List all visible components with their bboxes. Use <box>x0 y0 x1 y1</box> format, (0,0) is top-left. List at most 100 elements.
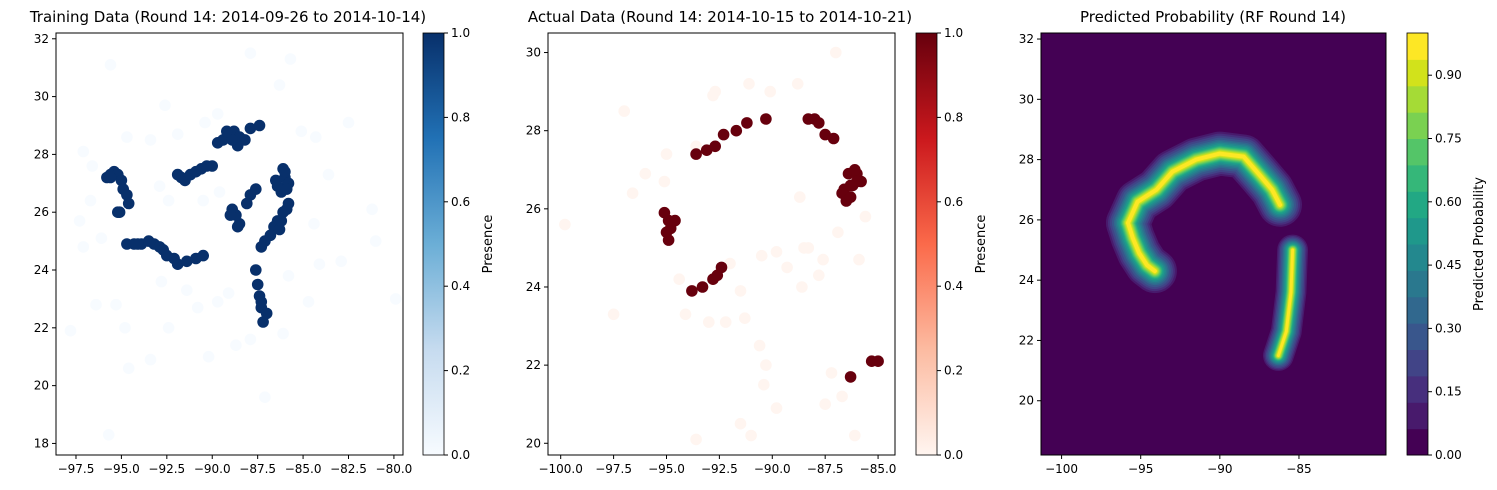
colorbar-ticks: 0.0 0.2 0.4 0.6 0.8 1.0 <box>937 26 963 462</box>
absence-point <box>171 128 184 140</box>
x-tick-label: −90 <box>1207 462 1232 476</box>
presence-point <box>121 189 133 201</box>
presence-point <box>760 113 772 125</box>
presence-point <box>844 179 857 192</box>
absence-point <box>690 433 702 446</box>
absence-point <box>796 281 808 293</box>
x-axis: −100.0 −97.5 −95.0 −92.5 −90.0 −87.5 −85.0 <box>538 455 896 476</box>
absence-point <box>90 298 102 311</box>
y-axis: 20 22 24 26 28 30 <box>526 46 548 450</box>
y-tick-label: 32 <box>34 32 49 46</box>
panel-predicted-probability: Predicted Probability (RF Round 14) −100… <box>1019 8 1487 476</box>
absence-point <box>322 168 335 181</box>
plot-frame <box>547 32 896 456</box>
presence-point <box>715 261 728 274</box>
presence-point <box>250 264 262 276</box>
colorbar <box>1406 32 1429 456</box>
absence-point <box>122 362 135 375</box>
colorbar-level <box>1407 244 1428 271</box>
x-tick-label: −92.5 <box>148 462 185 476</box>
presence-point <box>690 148 702 160</box>
absence-point <box>282 270 295 282</box>
presence-point <box>122 197 135 210</box>
colorbar-level <box>1407 191 1428 219</box>
y-tick-label: 30 <box>1019 92 1034 106</box>
absence-point <box>144 134 157 146</box>
scatter-points <box>559 46 884 446</box>
colorbar-level <box>1407 217 1428 245</box>
y-tick-label: 18 <box>34 436 49 450</box>
presence-point <box>827 132 840 145</box>
absence-point <box>758 378 770 391</box>
absence-point <box>197 194 209 207</box>
presence-point <box>730 124 743 137</box>
absence-point <box>313 258 326 271</box>
presence-point <box>231 220 244 233</box>
absence-point <box>244 333 257 346</box>
absence-point <box>73 215 86 227</box>
absence-point <box>639 167 652 180</box>
absence-point <box>259 391 271 404</box>
absence-point <box>389 293 402 305</box>
y-tick-label: 24 <box>34 263 49 277</box>
presence-point <box>277 206 289 218</box>
x-tick-label: −95 <box>1128 462 1153 476</box>
absence-point <box>832 226 844 239</box>
presence-point <box>255 241 268 253</box>
absence-point <box>849 429 861 442</box>
absence-point <box>760 359 772 371</box>
colorbar-tick-label: 0.8 <box>944 110 963 124</box>
absence-point <box>673 273 685 286</box>
x-tick-label: −80.0 <box>376 462 413 476</box>
colorbar-level <box>1407 138 1428 166</box>
absence-point <box>755 249 768 262</box>
presence-point <box>253 119 266 132</box>
panel-training-data: Training Data (Round 14: 2014-09-26 to 2… <box>29 8 496 476</box>
absence-point <box>222 287 235 299</box>
absence-point <box>230 339 242 352</box>
colorbar-level <box>1407 375 1428 403</box>
absence-point <box>743 78 755 90</box>
presence-point <box>132 238 144 250</box>
y-tick-label: 26 <box>526 202 541 216</box>
absence-point <box>719 316 732 328</box>
absence-point <box>770 402 783 414</box>
absence-point <box>703 316 715 328</box>
x-tick-label: −92.5 <box>701 462 738 476</box>
colorbar-level <box>1407 296 1428 324</box>
colorbar-level <box>1407 85 1428 113</box>
x-tick-label: −97.5 <box>58 462 95 476</box>
presence-point <box>844 191 857 203</box>
presence-point <box>168 252 180 265</box>
chart-title: Training Data (Round 14: 2014-09-26 to 2… <box>29 8 426 26</box>
absence-point <box>104 59 117 71</box>
y-tick-label: 32 <box>1019 32 1034 46</box>
probability-contour <box>1126 151 1282 225</box>
presence-point <box>662 234 675 246</box>
presence-point <box>696 281 709 293</box>
colorbar-tick-label: 0.00 <box>1435 448 1462 462</box>
colorbar-level <box>1407 270 1428 298</box>
absence-point <box>191 301 204 314</box>
y-axis: 20 22 24 26 28 30 32 <box>1019 32 1041 408</box>
absence-point <box>836 390 848 403</box>
absence-point <box>295 125 308 138</box>
absence-point <box>273 79 286 91</box>
presence-point <box>206 160 218 172</box>
colorbar-tick-label: 0.15 <box>1435 385 1462 399</box>
y-tick-label: 28 <box>1019 153 1034 167</box>
absence-point <box>153 180 166 192</box>
colorbar-tick-label: 1.0 <box>944 26 963 40</box>
absence-point <box>213 186 226 198</box>
absence-point <box>607 308 620 321</box>
presence-point <box>224 209 237 221</box>
absence-point <box>102 429 115 441</box>
y-tick-label: 24 <box>526 280 541 294</box>
colorbar-tick-label: 0.4 <box>451 279 470 293</box>
absence-point <box>366 203 378 216</box>
plot-frame <box>55 32 404 456</box>
absence-point <box>310 131 322 143</box>
presence-point <box>849 164 861 176</box>
absence-point <box>739 312 751 325</box>
colorbar-tick-label: 0.4 <box>944 279 963 293</box>
